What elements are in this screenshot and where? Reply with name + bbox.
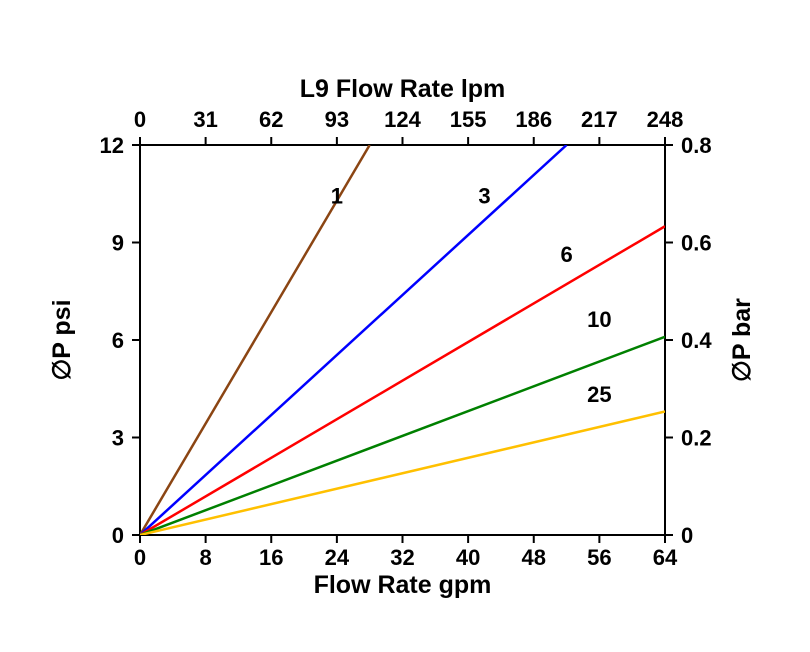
svg-text:L9 Flow Rate lpm: L9 Flow Rate lpm	[300, 75, 506, 103]
svg-text:64: 64	[653, 545, 678, 570]
svg-text:124: 124	[384, 107, 421, 132]
svg-text:∅P bar: ∅P bar	[728, 298, 756, 382]
svg-text:25: 25	[587, 382, 611, 407]
svg-text:217: 217	[581, 107, 618, 132]
svg-text:93: 93	[325, 107, 349, 132]
svg-text:12: 12	[100, 133, 124, 158]
flow-rate-chart: 0816243240485664031629312415518621724803…	[0, 0, 810, 652]
svg-text:0.2: 0.2	[681, 426, 712, 451]
svg-text:0: 0	[134, 107, 146, 132]
svg-text:10: 10	[587, 307, 611, 332]
svg-text:155: 155	[450, 107, 487, 132]
svg-text:9: 9	[112, 231, 124, 256]
svg-text:8: 8	[200, 545, 212, 570]
svg-text:62: 62	[259, 107, 283, 132]
svg-text:248: 248	[647, 107, 684, 132]
svg-text:0: 0	[681, 523, 693, 548]
svg-text:∅P psi: ∅P psi	[48, 299, 76, 380]
svg-text:0.8: 0.8	[681, 133, 712, 158]
svg-text:6: 6	[560, 242, 572, 267]
svg-text:48: 48	[522, 545, 546, 570]
svg-text:31: 31	[193, 107, 217, 132]
svg-text:32: 32	[390, 545, 414, 570]
svg-text:6: 6	[112, 328, 124, 353]
svg-text:0.4: 0.4	[681, 328, 712, 353]
svg-text:0.6: 0.6	[681, 231, 712, 256]
svg-text:Flow Rate gpm: Flow Rate gpm	[314, 571, 492, 599]
svg-text:40: 40	[456, 545, 480, 570]
svg-text:3: 3	[112, 426, 124, 451]
chart-svg: 0816243240485664031629312415518621724803…	[0, 0, 810, 652]
svg-text:24: 24	[325, 545, 350, 570]
svg-text:0: 0	[134, 545, 146, 570]
svg-text:186: 186	[515, 107, 552, 132]
svg-text:16: 16	[259, 545, 283, 570]
svg-text:0: 0	[112, 523, 124, 548]
svg-text:56: 56	[587, 545, 611, 570]
svg-text:3: 3	[478, 184, 490, 209]
svg-text:1: 1	[331, 184, 343, 209]
